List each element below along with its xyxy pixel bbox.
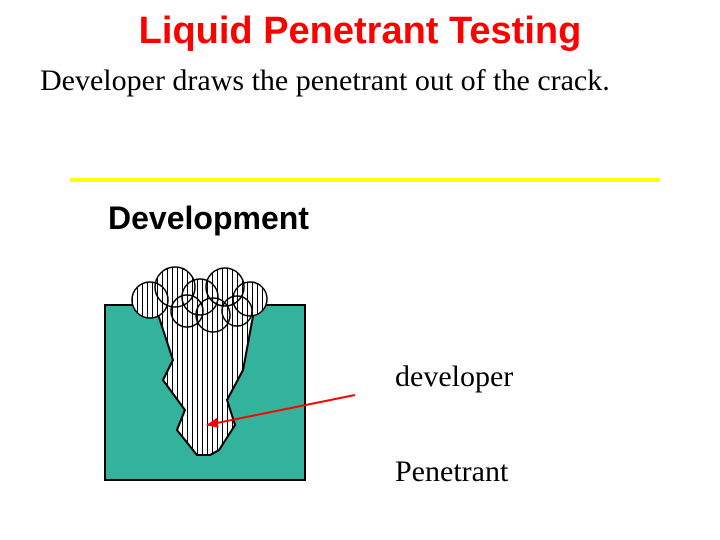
- description-text: Developer draws the penetrant out of the…: [40, 62, 680, 100]
- label-penetrant: Penetrant: [395, 455, 508, 489]
- section-subtitle: Development: [108, 200, 309, 237]
- divider-line: [70, 178, 660, 182]
- label-developer: developer: [395, 360, 513, 394]
- page-title: Liquid Penetrant Testing: [0, 10, 720, 53]
- penetrant-diagram: [100, 250, 360, 485]
